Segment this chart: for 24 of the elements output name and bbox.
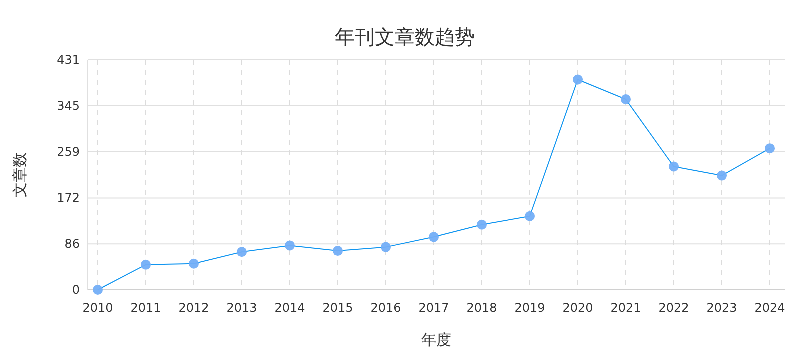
x-tick-label: 2011: [130, 301, 162, 315]
y-tick-label: 86: [64, 237, 80, 252]
x-tick-label: 2023: [706, 301, 738, 315]
x-tick-label: 2018: [466, 301, 498, 315]
y-axis-title: 文章数: [11, 152, 29, 198]
x-tick-label: 2024: [754, 301, 786, 315]
x-axis-title: 年度: [422, 331, 452, 349]
x-tick-label: 2010: [82, 301, 114, 315]
y-tick-label: 345: [57, 98, 80, 113]
x-tick-label: 2022: [658, 301, 690, 315]
y-tick-label: 259: [57, 144, 80, 159]
x-tick-label: 2020: [562, 301, 594, 315]
x-tick-label: 2012: [178, 301, 210, 315]
y-tick-label: 0: [72, 283, 80, 297]
y-tick-label: 172: [57, 191, 80, 206]
chart-title: 年刊文章数趋势: [335, 25, 475, 49]
x-tick-label: 2017: [418, 301, 450, 315]
x-tick-label: 2021: [610, 301, 642, 315]
x-tick-label: 2013: [226, 301, 258, 315]
y-tick-label: 431: [57, 53, 80, 67]
x-tick-label: 2016: [370, 301, 402, 315]
x-tick-label: 2014: [274, 301, 306, 315]
x-tick-label: 2015: [322, 301, 354, 315]
x-tick-label: 2019: [514, 301, 546, 315]
